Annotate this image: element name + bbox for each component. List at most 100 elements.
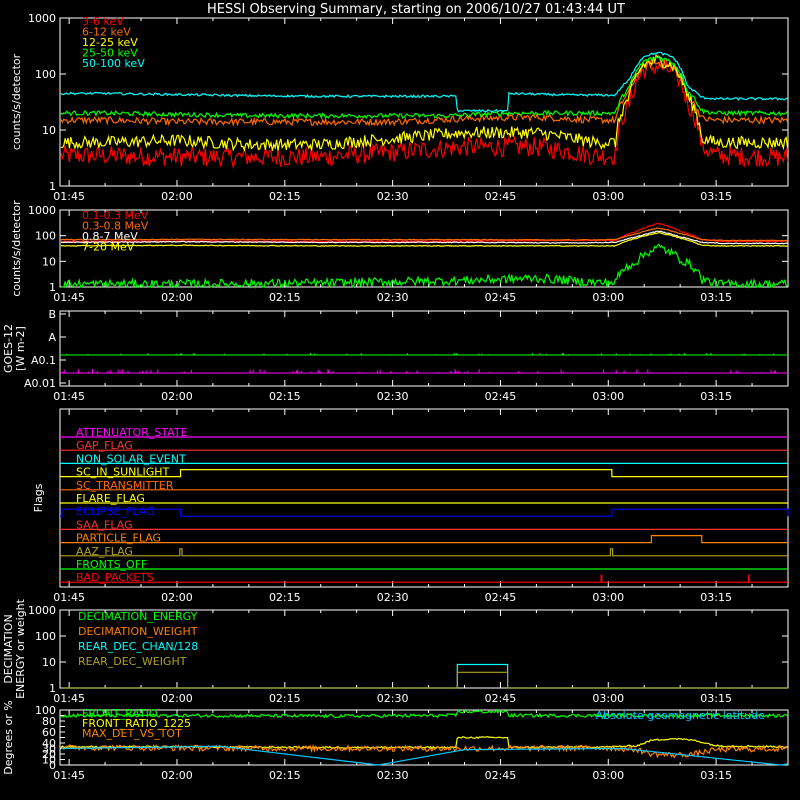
flag-line [60, 548, 788, 557]
legend-entry: 12-25 keV [82, 36, 138, 49]
time-tick-label: 03:00 [592, 390, 624, 403]
time-tick-label: 03:15 [700, 190, 732, 203]
high-energy-panel: 01:45 02:00 02:15 02:30 02:45 03:00 03:15 1 10 10… [10, 200, 789, 304]
legend-entry: 0.3-0.8 MeV [82, 220, 149, 233]
time-tick-label: 02:30 [377, 591, 409, 604]
time-tick-label: 01:45 [53, 692, 85, 705]
flag-label: NON_SOLAR_EVENT [76, 452, 186, 465]
time-tick-label: 02:45 [485, 291, 517, 304]
time-tick-label: 02:45 [485, 692, 517, 705]
legend-entry: FRONT_RATIO_1225 [82, 717, 191, 730]
legend-entry: FRONT_RATIO [82, 707, 158, 720]
series-line-2 [60, 54, 789, 152]
series-line-4 [60, 243, 788, 290]
series-line-2 [60, 230, 788, 245]
time-tick-label: 02:30 [377, 291, 409, 304]
y-axis-label: DECIMATION [2, 614, 15, 683]
time-tick-label: 03:15 [700, 390, 732, 403]
panel-frame [59, 310, 789, 387]
legend-entry: DECIMATION_WEIGHT [78, 625, 198, 638]
ratio-line-0 [60, 708, 788, 719]
flag-label: ATTENUATOR_STATE [76, 426, 188, 439]
time-tick-label: 02:15 [269, 591, 301, 604]
y-tick-label: 100 [35, 230, 56, 243]
time-tick-label: 02:30 [377, 692, 409, 705]
y-tick-label: 10 [42, 656, 56, 669]
legend-entry: REAR_DEC_WEIGHT [78, 655, 187, 668]
time-tick-label: 01:45 [53, 591, 85, 604]
panels-group: 01:45 02:00 02:15 02:30 02:45 03:00 03:15 1 10 10… [2, 12, 789, 782]
legend-entry: REAR_DEC_CHAN/128 [78, 640, 198, 653]
y-tick-label: B [48, 308, 56, 321]
time-tick-label: 03:15 [700, 591, 732, 604]
flag-line [60, 469, 788, 478]
time-tick-label: 03:00 [592, 190, 624, 203]
ratio-panel: 01:45 02:00 02:15 02:30 02:45 03:00 03:15 01020… [2, 700, 789, 782]
flag-label: FLARE_FLAG [76, 492, 145, 505]
panel-frame [59, 17, 789, 187]
decimation-line-3 [61, 671, 788, 689]
legend-entry: MAX_DET_VS_TOT [82, 727, 182, 740]
y-tick-label: 1 [49, 180, 56, 193]
page-title: HESSI Observing Summary, starting on 200… [207, 2, 625, 17]
y-axis-label: counts/s/detector [10, 53, 23, 150]
panel-frame [59, 408, 789, 588]
legend-entry: DECIMATION_ENERGY [78, 610, 198, 623]
time-tick-label: 02:30 [377, 190, 409, 203]
series-line-0 [60, 57, 789, 170]
time-tick-label: 03:00 [592, 591, 624, 604]
time-tick-label: 02:45 [485, 591, 517, 604]
time-tick-label: 02:00 [161, 190, 193, 203]
flag-label: FRONTS_OFF [76, 558, 147, 571]
time-tick-label: 01:45 [53, 390, 85, 403]
y-tick-label: 1000 [28, 204, 56, 217]
series-line-1 [60, 227, 788, 242]
time-tick-label: 02:15 [269, 769, 301, 782]
y-tick-label: 10 [42, 124, 56, 137]
time-tick-label: 01:45 [53, 291, 85, 304]
time-tick-label: 02:00 [161, 769, 193, 782]
y-tick-label: 1000 [28, 12, 56, 25]
time-tick-label: 03:15 [700, 769, 732, 782]
y-tick-label: 1000 [28, 604, 56, 617]
y-tick-label: 100 [35, 630, 56, 643]
series-line-3 [60, 232, 788, 247]
y-tick-label: 10 [42, 754, 56, 767]
time-tick-label: 02:45 [485, 390, 517, 403]
y-axis-label: GOES-12 [2, 324, 15, 373]
legend-entry: 7-20 MeV [82, 241, 135, 254]
y-tick-label: A [48, 331, 56, 344]
series-line-4 [60, 51, 788, 113]
flag-label: GAP_FLAG [76, 439, 133, 452]
flags-panel: 01:45 02:00 02:15 02:30 02:45 03:00 03:15 Flags… [32, 408, 789, 604]
legend-entry: 0.1-0.3 MeV [82, 209, 149, 222]
y-tick-label: 80 [42, 715, 56, 728]
decimation-panel: 01:45 02:00 02:15 02:30 02:45 03:00 03:15 1 10 10… [2, 598, 789, 705]
time-tick-label: 02:15 [269, 390, 301, 403]
flag-label: SAA_FLAG [76, 518, 133, 531]
time-tick-label: 02:00 [161, 692, 193, 705]
time-tick-label: 01:45 [53, 190, 85, 203]
flag-label: SC_TRANSMITTER [76, 479, 174, 492]
time-tick-label: 01:45 [53, 769, 85, 782]
flag-line [60, 574, 788, 583]
time-tick-label: 02:45 [485, 190, 517, 203]
annotation-label: Absolute geomagnetic latitude [596, 709, 766, 722]
legend-entry: 6-12 keV [82, 26, 131, 39]
flag-label: ECLIPSE_FLAG [76, 505, 155, 518]
panel-frame [59, 209, 789, 288]
series-line-3 [60, 55, 789, 120]
y-axis-label: Flags [32, 483, 45, 512]
time-tick-label: 02:30 [377, 769, 409, 782]
y-tick-label: 100 [35, 68, 56, 81]
legend-entry: 0.8-7 MeV [82, 230, 138, 243]
flag-label: SC_IN_SUNLIGHT [76, 466, 170, 479]
ratio-line-3 [61, 745, 788, 766]
rate-panel: 01:45 02:00 02:15 02:30 02:45 03:00 03:15 1 10 10… [10, 12, 789, 203]
flag-label: BAD_PACKETS [76, 571, 154, 584]
flag-line [60, 535, 788, 544]
time-tick-label: 03:15 [700, 692, 732, 705]
time-tick-label: 02:45 [485, 769, 517, 782]
